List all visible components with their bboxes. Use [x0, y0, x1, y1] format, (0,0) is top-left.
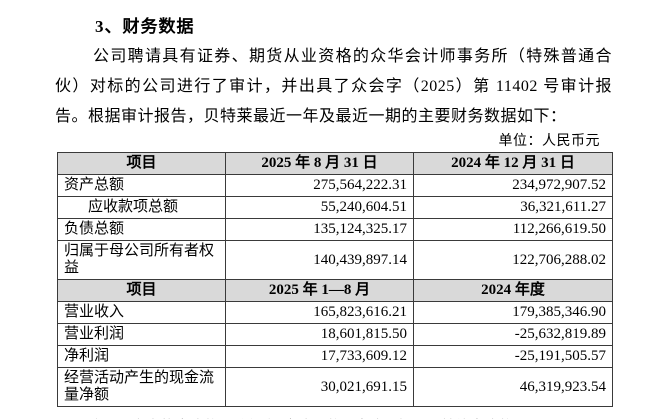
row-value-current: 55,240,604.51 — [225, 196, 414, 219]
row-value-prior: 46,319,923.54 — [413, 367, 613, 407]
row-value-current: 135,124,325.17 — [225, 218, 414, 241]
row-label: 营业利润 — [57, 323, 226, 346]
unit-label: 单位：人民币元 — [498, 134, 600, 149]
balance-header-row: 项目 2025 年 8 月 31 日 2024 年 12 月 31 日 — [57, 152, 613, 175]
table-row-parent-equity: 归属于母公司所有者权益 140,439,897.14 122,706,288.0… — [57, 240, 613, 280]
row-label: 归属于母公司所有者权益 — [57, 240, 226, 280]
section-heading: 3、财务数据 — [95, 17, 195, 36]
row-label: 应收款项总额 — [57, 196, 226, 219]
row-value-prior: 234,972,907.52 — [413, 174, 613, 197]
row-label: 净利润 — [57, 345, 226, 368]
row-label: 营业收入 — [57, 301, 226, 324]
table-row-total-liabilities: 负债总额 135,124,325.17 112,266,619.50 — [57, 218, 613, 241]
column-header-item: 项目 — [57, 279, 226, 302]
row-value-prior: 36,321,611.27 — [413, 196, 613, 219]
row-value-prior: -25,191,505.57 — [413, 345, 613, 368]
row-value-prior: -25,632,819.89 — [413, 323, 613, 346]
column-header-current-date: 2025 年 8 月 31 日 — [225, 152, 414, 175]
row-value-current: 18,601,815.50 — [225, 323, 414, 346]
document-page: 3、财务数据 公司聘请具有证券、期货从业资格的众华会计师事务所（特殊普通合伙）对… — [0, 12, 667, 419]
column-header-item: 项目 — [57, 152, 226, 175]
table-row-total-assets: 资产总额 275,564,222.31 234,972,907.52 — [57, 174, 613, 197]
row-value-current: 275,564,222.31 — [225, 174, 414, 197]
column-header-current-period: 2025 年 1—8 月 — [225, 279, 414, 302]
row-value-current: 165,823,616.21 — [225, 301, 414, 324]
income-header-row: 项目 2025 年 1—8 月 2024 年度 — [57, 279, 613, 302]
row-value-prior: 122,706,288.02 — [413, 240, 613, 280]
row-value-prior: 112,266,619.50 — [413, 218, 613, 241]
row-label: 经营活动产生的现金流量净额 — [57, 367, 226, 407]
row-label: 资产总额 — [57, 174, 226, 197]
intro-paragraph: 公司聘请具有证券、期货从业资格的众华会计师事务所（特殊普通合伙）对标的公司进行了… — [55, 48, 612, 125]
table-row-operating-profit: 营业利润 18,601,815.50 -25,632,819.89 — [57, 323, 613, 346]
row-value-current: 17,733,609.12 — [225, 345, 414, 368]
column-header-prior-period: 2024 年度 — [413, 279, 613, 302]
table-row-revenue: 营业收入 165,823,616.21 179,385,346.90 — [57, 301, 613, 324]
financial-data-table: 项目 2025 年 8 月 31 日 2024 年 12 月 31 日 资产总额… — [57, 152, 613, 407]
row-value-current: 30,021,691.15 — [225, 367, 414, 407]
table-row-receivables: 应收款项总额 55,240,604.51 36,321,611.27 — [57, 196, 613, 219]
row-label: 负债总额 — [57, 218, 226, 241]
row-value-current: 140,439,897.14 — [225, 240, 414, 280]
table-row-net-profit: 净利润 17,733,609.12 -25,191,505.57 — [57, 345, 613, 368]
table-row-operating-cash-flow: 经营活动产生的现金流量净额 30,021,691.15 46,319,923.5… — [57, 367, 613, 407]
row-value-prior: 179,385,346.90 — [413, 301, 613, 324]
column-header-prior-date: 2024 年 12 月 31 日 — [413, 152, 613, 175]
